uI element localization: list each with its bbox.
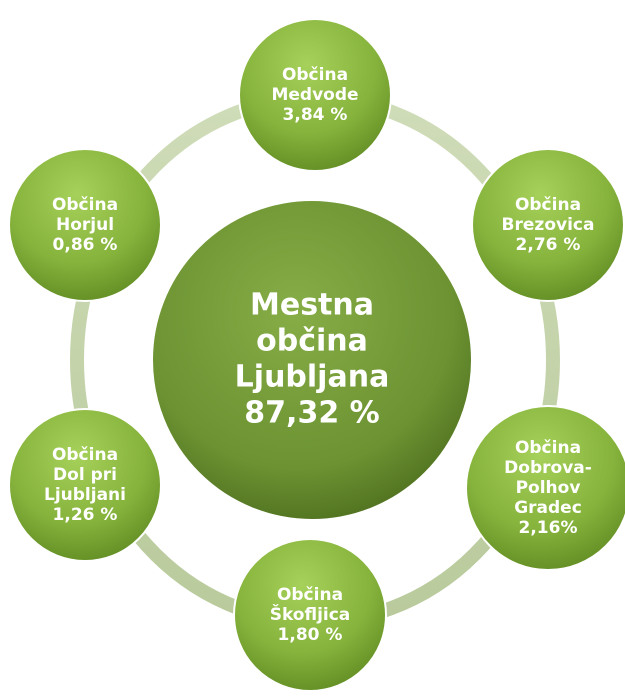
node-label-line: 3,84 % <box>283 105 348 125</box>
node-label-line: Dol pri <box>53 465 117 485</box>
node-label-line: Horjul <box>56 215 114 235</box>
node-label-line: Polhov <box>516 478 581 498</box>
node-label-line: Dobrova- <box>504 458 592 478</box>
node-label-line: 87,32 % <box>244 396 379 431</box>
node-label-line: Občina <box>277 585 343 605</box>
node-circle <box>8 148 162 302</box>
node-label-line: Ljubljana <box>235 360 390 395</box>
node-label-line: Občina <box>52 445 118 465</box>
node-label-line: Škofljica <box>270 603 351 625</box>
node-label-line: 1,26 % <box>53 505 118 525</box>
node-label-line: 0,86 % <box>53 235 118 255</box>
node-label-line: 2,76 % <box>516 235 581 255</box>
node-label-line: Brezovica <box>502 215 595 235</box>
node-label-line: občina <box>256 324 368 359</box>
node-circle <box>238 18 392 172</box>
node-label-line: Gradec <box>514 498 582 518</box>
node-circle <box>8 408 162 562</box>
center-circle <box>151 199 473 521</box>
node-label-line: 1,80 % <box>278 625 343 645</box>
node-label-line: Občina <box>515 438 581 458</box>
node-label-line: Ljubljani <box>44 485 126 505</box>
node-label-line: Občina <box>282 65 348 85</box>
node-label-line: Mestna <box>250 288 374 323</box>
node-circle <box>465 405 625 571</box>
node-label-line: Medvode <box>271 85 358 105</box>
node-label-line: Občina <box>515 195 581 215</box>
node-circle <box>233 538 387 692</box>
node-label-line: 2,16% <box>519 518 578 538</box>
node-label-line: Občina <box>52 195 118 215</box>
node-circle <box>471 148 625 302</box>
